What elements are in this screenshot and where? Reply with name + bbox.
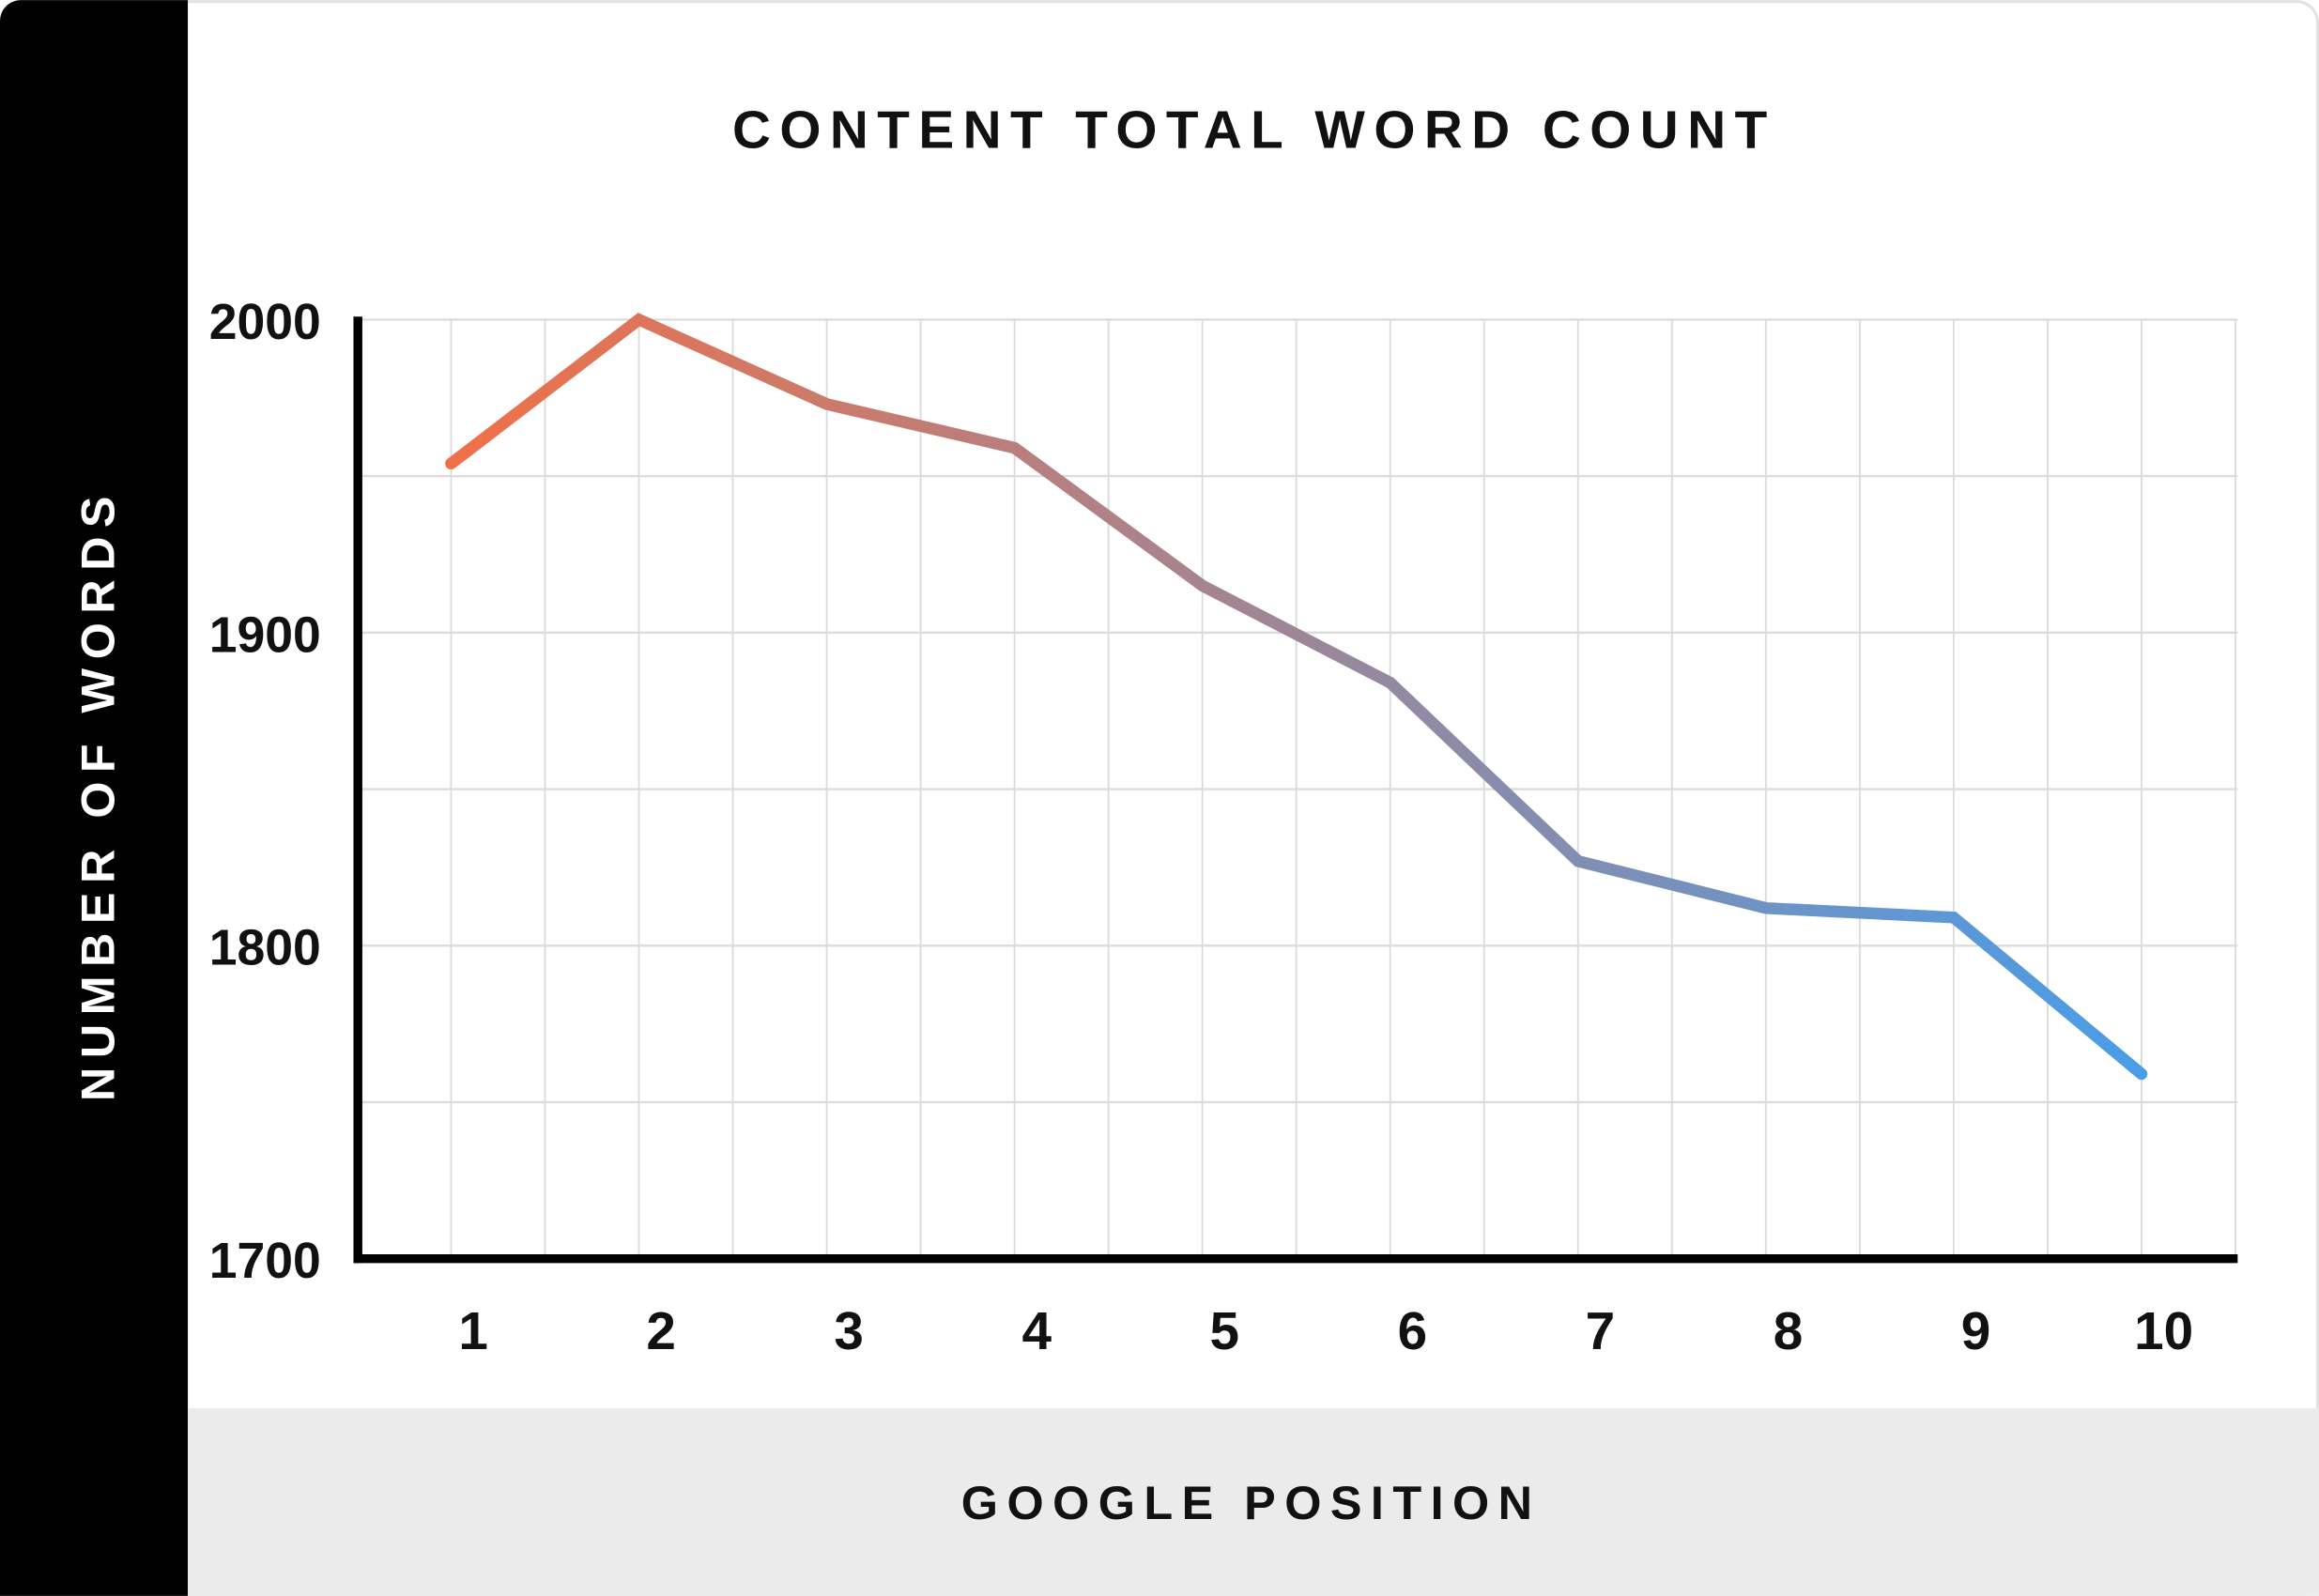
x-tick-label: 8 xyxy=(1774,1302,1804,1361)
x-tick-label: 5 xyxy=(1210,1302,1240,1361)
x-tick-label: 10 xyxy=(2134,1302,2193,1361)
x-tick-label: 6 xyxy=(1398,1302,1428,1361)
data-point xyxy=(1009,443,1020,453)
y-tick-label: 1700 xyxy=(209,1234,321,1289)
x-tick-label: 9 xyxy=(1961,1302,1991,1361)
series-line xyxy=(445,313,2148,1081)
y-tick-label: 1800 xyxy=(209,921,321,976)
x-tick-label: 7 xyxy=(1586,1302,1616,1361)
y-tick-label: 2000 xyxy=(209,295,321,350)
data-point xyxy=(1949,913,1958,922)
x-tick-label: 1 xyxy=(458,1302,488,1361)
data-point xyxy=(446,459,456,468)
data-point xyxy=(822,399,832,409)
data-point xyxy=(2137,1069,2146,1079)
data-point xyxy=(1761,903,1771,913)
data-point xyxy=(634,315,644,325)
x-tick-label: 2 xyxy=(646,1302,676,1361)
data-point xyxy=(1197,581,1207,591)
data-point xyxy=(1574,856,1583,866)
x-axis-label: GOOGLE POSITION xyxy=(961,1476,1542,1529)
x-axis-band xyxy=(188,1407,2319,1596)
data-point xyxy=(1386,678,1395,687)
chart-title: CONTENT TOTAL WORD COUNT xyxy=(732,101,1776,161)
y-tick-label: 1900 xyxy=(209,607,321,663)
y-axis-band xyxy=(0,0,189,1596)
x-tick-label: 4 xyxy=(1021,1302,1052,1361)
x-tick-label: 3 xyxy=(834,1302,864,1361)
y-axis-label: NUMBER OF WORDS xyxy=(70,487,124,1101)
